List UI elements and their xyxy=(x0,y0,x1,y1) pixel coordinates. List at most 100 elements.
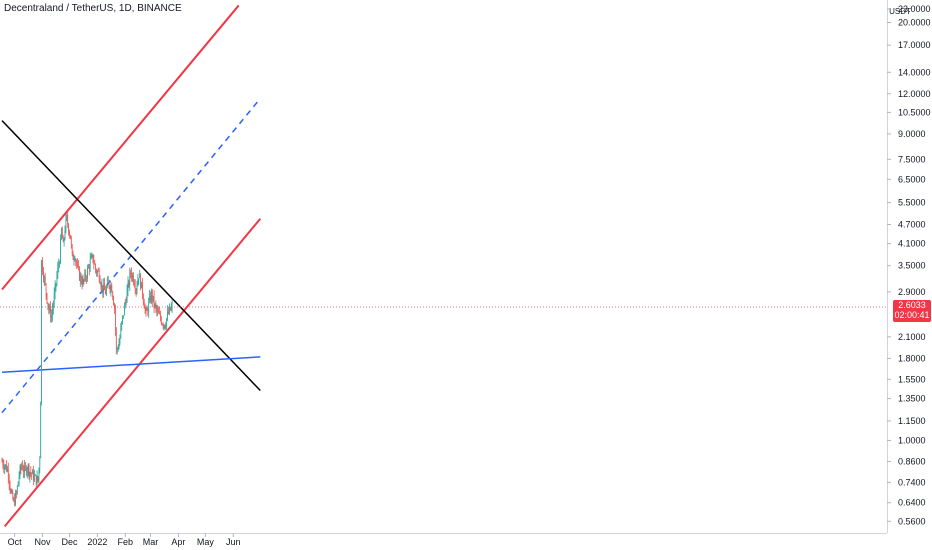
candle-body xyxy=(106,287,107,295)
candle-body xyxy=(9,483,11,491)
candle-body xyxy=(140,274,141,289)
candle-body xyxy=(125,302,127,303)
candle-body xyxy=(20,466,22,469)
channel-upper-line xyxy=(1,4,240,291)
candle-body xyxy=(66,215,68,219)
candle-body xyxy=(161,323,163,325)
candle-body xyxy=(64,230,66,239)
time-tick-label: Dec xyxy=(61,537,78,547)
price-tick-label: 1.3500 xyxy=(898,394,926,404)
drawn-lines[interactable] xyxy=(1,4,262,528)
candle-body xyxy=(81,282,83,285)
price-tick-label: 23.0000 xyxy=(898,4,931,14)
candle-body xyxy=(124,304,125,316)
candle-body xyxy=(107,280,109,282)
candle-body xyxy=(108,280,110,287)
price-tick-label: 1.1500 xyxy=(898,416,926,426)
candle-body xyxy=(61,228,62,239)
candle-body xyxy=(82,279,84,285)
candle-body xyxy=(50,307,51,318)
time-tick-label: Apr xyxy=(171,537,185,547)
candle-body xyxy=(167,311,168,319)
candle-body xyxy=(63,238,65,242)
candle-body xyxy=(39,458,41,468)
channel-lower-line xyxy=(3,218,262,528)
price-tick-label: 6.5000 xyxy=(898,174,926,184)
candle-body xyxy=(130,272,132,274)
candle-body xyxy=(44,277,46,284)
candle-body xyxy=(144,308,146,310)
price-axis[interactable]: USDT 23.0000 20.0000 17.0000 14.0000 12.0000… xyxy=(887,0,931,533)
price-tick-label: 4.7000 xyxy=(898,220,926,230)
candle-body xyxy=(152,295,154,301)
time-tick-label: Jun xyxy=(226,537,241,547)
candle-body xyxy=(43,277,45,280)
last-price-value: 2.6033 xyxy=(898,300,926,310)
time-tick-label: Mar xyxy=(143,537,159,547)
candle-body xyxy=(7,469,8,472)
candle-body xyxy=(90,256,92,259)
price-tick-label: 4.1000 xyxy=(898,239,926,249)
time-tick-label: 2022 xyxy=(87,537,107,547)
candle-body xyxy=(115,329,117,349)
candle-body xyxy=(133,282,135,286)
candle-body xyxy=(83,279,85,281)
price-tick-label: 0.7400 xyxy=(898,477,926,487)
candle-body xyxy=(37,476,39,481)
candle-body xyxy=(6,464,7,472)
candle-body xyxy=(12,491,14,500)
candle-body xyxy=(121,321,123,328)
candle-body xyxy=(86,277,87,279)
axis-unit-label: USDT xyxy=(889,7,911,16)
candle-body xyxy=(77,264,78,266)
candle-body xyxy=(97,271,98,273)
candle-body xyxy=(27,465,29,470)
candle-body xyxy=(41,260,42,403)
candle-body xyxy=(84,273,86,280)
candle-body xyxy=(131,272,132,278)
candle-body xyxy=(52,309,53,316)
candle-body xyxy=(113,297,114,305)
candle-body xyxy=(10,490,12,493)
price-tick-label: 0.6400 xyxy=(898,498,926,508)
candle-body xyxy=(2,461,4,466)
last-price-tag: 2.6033 02:00:41 xyxy=(893,299,931,322)
candle-body xyxy=(71,244,73,254)
candle-body xyxy=(134,285,136,290)
candle-body xyxy=(101,285,103,288)
candle-body xyxy=(146,309,148,311)
candle-body xyxy=(165,325,167,328)
candle-body xyxy=(133,275,134,283)
candle-body xyxy=(156,306,158,311)
candle-body xyxy=(57,267,59,276)
candle-body xyxy=(171,303,173,307)
candle-body xyxy=(136,285,138,291)
candle-body xyxy=(110,285,112,290)
candle-body xyxy=(55,283,57,285)
candle-body xyxy=(145,308,147,311)
candle-body xyxy=(1,461,3,463)
price-tick-label: 2.1000 xyxy=(898,332,926,342)
candle-body xyxy=(89,258,91,269)
candle-body xyxy=(160,318,162,324)
candle-body xyxy=(95,264,96,271)
candle-body xyxy=(166,318,168,326)
candle-body xyxy=(93,260,95,264)
time-tick-label: Oct xyxy=(8,537,23,547)
candle-body xyxy=(98,271,100,280)
candle-body xyxy=(47,302,49,307)
time-axis[interactable]: Oct Nov Dec 2022 Feb Mar Apr May Jun xyxy=(0,533,887,547)
candle-body xyxy=(79,275,81,281)
candle-body xyxy=(28,465,30,476)
price-tick-label: 20.0000 xyxy=(898,17,931,27)
candle-body xyxy=(43,272,44,280)
candle-body xyxy=(35,475,37,485)
candle-body xyxy=(149,295,150,302)
candle-body xyxy=(33,470,34,481)
candle-body xyxy=(80,275,82,283)
price-tick-label: 3.5000 xyxy=(898,261,926,271)
candle-body xyxy=(118,344,120,349)
candle-body xyxy=(139,274,141,279)
candle-body xyxy=(104,284,105,290)
